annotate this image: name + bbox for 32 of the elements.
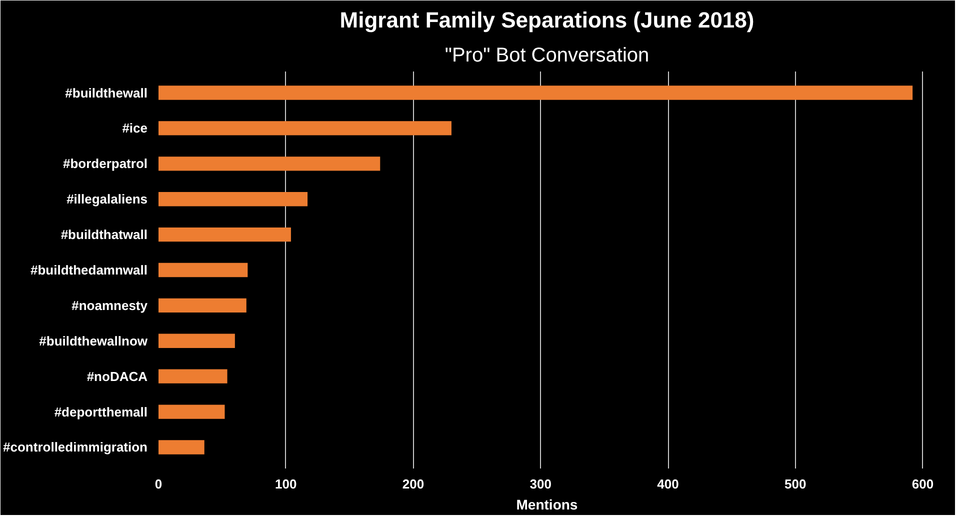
bar [158, 440, 204, 454]
bar [158, 192, 308, 206]
bar [158, 156, 380, 171]
x-tick-label: 100 [275, 476, 297, 492]
y-tick-label: #illegalaliens [66, 192, 148, 207]
x-tick-label: 0 [154, 476, 162, 492]
bar [158, 262, 248, 278]
x-axis-title: Mentions [516, 496, 578, 512]
y-tick-label: #buildthedamnwall [30, 262, 148, 278]
bar [158, 121, 452, 136]
bar [158, 369, 228, 384]
bar [158, 86, 913, 100]
y-tick-label: #buildthatwall [60, 227, 148, 242]
x-tick-label: 200 [402, 476, 424, 492]
bar [158, 227, 291, 242]
y-tick-label: #controlledimmigration [3, 440, 148, 455]
bar [158, 334, 235, 348]
x-tick-label: 500 [784, 476, 806, 492]
x-tick-label: 600 [912, 476, 934, 492]
y-tick-label: #noamnesty [72, 298, 148, 313]
y-tick-label: #deportthemall [54, 404, 148, 420]
y-tick-label: #noDACA [86, 368, 148, 384]
chart-subtitle: "Pro" Bot Conversation [444, 44, 650, 66]
y-tick-label: #buildthewall [65, 85, 148, 100]
bar [158, 298, 246, 313]
chart-title: Migrant Family Separations (June 2018) [340, 8, 754, 32]
x-tick-label: 400 [657, 476, 679, 492]
y-tick-label: #borderpatrol [62, 156, 148, 172]
y-tick-label: #buildthewallnow [39, 333, 148, 348]
x-tick-label: 300 [530, 476, 552, 492]
y-tick-label: #ice [122, 120, 148, 136]
bar [158, 404, 225, 419]
